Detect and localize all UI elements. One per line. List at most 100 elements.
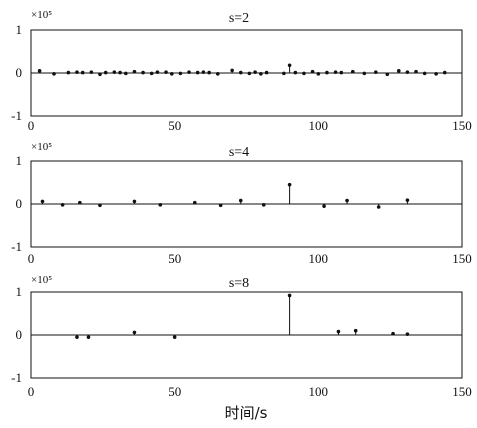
stem-marker (207, 70, 211, 75)
stem-marker (264, 70, 269, 75)
stem-marker (391, 331, 395, 336)
stem-marker (78, 200, 82, 205)
stem-marker (195, 70, 200, 75)
stem-marker (89, 70, 94, 74)
stem-marker (310, 69, 315, 74)
stem-marker (124, 71, 128, 76)
y-tick-label: -1 (11, 239, 22, 254)
panel-s2: ×10⁵ s=2 1 0 -1 0 50 100 150 (11, 9, 472, 133)
y-tick-label: 1 (16, 284, 23, 299)
x-tick-label: 50 (168, 118, 181, 133)
stem-marker (164, 70, 168, 74)
panel-title: s=2 (229, 11, 249, 26)
x-tick-label: 150 (452, 384, 472, 399)
stem-marker (75, 70, 79, 74)
stem-marker (60, 203, 65, 207)
stem-marker (155, 70, 160, 74)
stem-marker (287, 182, 292, 187)
panel-s8: ×10⁵ s=8 1 0 -1 0 50 100 150 (11, 274, 472, 399)
scale-label: ×10⁵ (31, 9, 52, 21)
scale-label: ×10⁵ (31, 141, 52, 153)
scale-label: ×10⁵ (31, 274, 52, 286)
stem-marker (261, 203, 266, 207)
x-tick-label: 100 (309, 384, 329, 399)
stem-marker (385, 72, 390, 77)
stem-marker (187, 70, 191, 74)
stem-marker (192, 200, 197, 205)
stem-marker (201, 70, 206, 74)
stem-series (75, 293, 410, 339)
stem-marker (172, 335, 177, 339)
stem-series (37, 63, 447, 77)
stem-marker (333, 70, 338, 74)
stem-marker (376, 205, 381, 209)
stem-marker (405, 332, 410, 336)
stem-marker (218, 203, 223, 208)
stem-marker (253, 70, 257, 74)
stem-marker (112, 70, 117, 74)
x-tick-label: 100 (309, 251, 329, 266)
x-tick-label: 100 (309, 118, 329, 133)
x-tick-label: 0 (28, 384, 35, 399)
stem-marker (158, 203, 163, 207)
stem-marker (322, 204, 326, 208)
stem-marker (149, 71, 154, 76)
stem-marker (405, 70, 410, 74)
stem-marker (215, 72, 220, 76)
stem-series (40, 182, 410, 209)
stem-marker (103, 70, 108, 75)
stem-marker (118, 70, 122, 75)
stem-marker (374, 70, 378, 74)
stem-marker (293, 70, 298, 75)
stem-marker (98, 72, 102, 77)
stem-marker (80, 70, 85, 75)
stem-marker (405, 198, 410, 202)
x-tick-label: 150 (452, 118, 472, 133)
x-tick-label: 0 (28, 118, 35, 133)
y-tick-label: 0 (16, 65, 23, 80)
stem-marker (353, 328, 358, 333)
stem-marker (302, 71, 306, 76)
stem-marker (345, 198, 349, 203)
x-tick-label: 50 (168, 384, 181, 399)
stem-marker (178, 71, 183, 76)
stem-marker (414, 69, 418, 74)
stem-marker (238, 70, 243, 75)
y-tick-label: 1 (16, 153, 23, 168)
stem-marker (422, 71, 427, 76)
stem-marker (336, 329, 341, 334)
stem-marker (132, 69, 137, 74)
stem-marker (230, 68, 234, 73)
stem-marker (52, 72, 56, 76)
stem-marker (247, 71, 252, 76)
panel-s4: ×10⁵ s=4 1 0 -1 0 50 100 150 (11, 141, 472, 266)
stem-marker (66, 70, 71, 75)
y-tick-label: -1 (11, 108, 22, 123)
y-tick-label: 0 (16, 196, 23, 211)
stem-marker (238, 198, 243, 203)
stem-marker (351, 69, 355, 74)
stem-marker (98, 203, 102, 208)
stem-marker (339, 70, 344, 75)
stem-marker (169, 72, 174, 76)
stem-marker (37, 69, 42, 73)
y-tick-label: 1 (16, 22, 23, 37)
x-tick-label: 50 (168, 251, 181, 266)
stem-marker (396, 69, 401, 73)
stem-marker (316, 72, 321, 76)
stem-marker (132, 330, 137, 335)
stem-marker (141, 70, 145, 75)
stem-marker (86, 335, 91, 339)
stem-marker (287, 293, 292, 298)
stem-marker (75, 335, 79, 339)
stem-marker (362, 71, 367, 76)
y-tick-label: 0 (16, 327, 23, 342)
panel-title: s=8 (229, 276, 249, 291)
stem-marker (40, 199, 45, 204)
stem-marker (132, 199, 137, 204)
stem-marker (325, 70, 329, 75)
panel-title: s=4 (229, 145, 249, 160)
stem-marker (287, 63, 292, 68)
x-tick-label: 150 (452, 251, 472, 266)
